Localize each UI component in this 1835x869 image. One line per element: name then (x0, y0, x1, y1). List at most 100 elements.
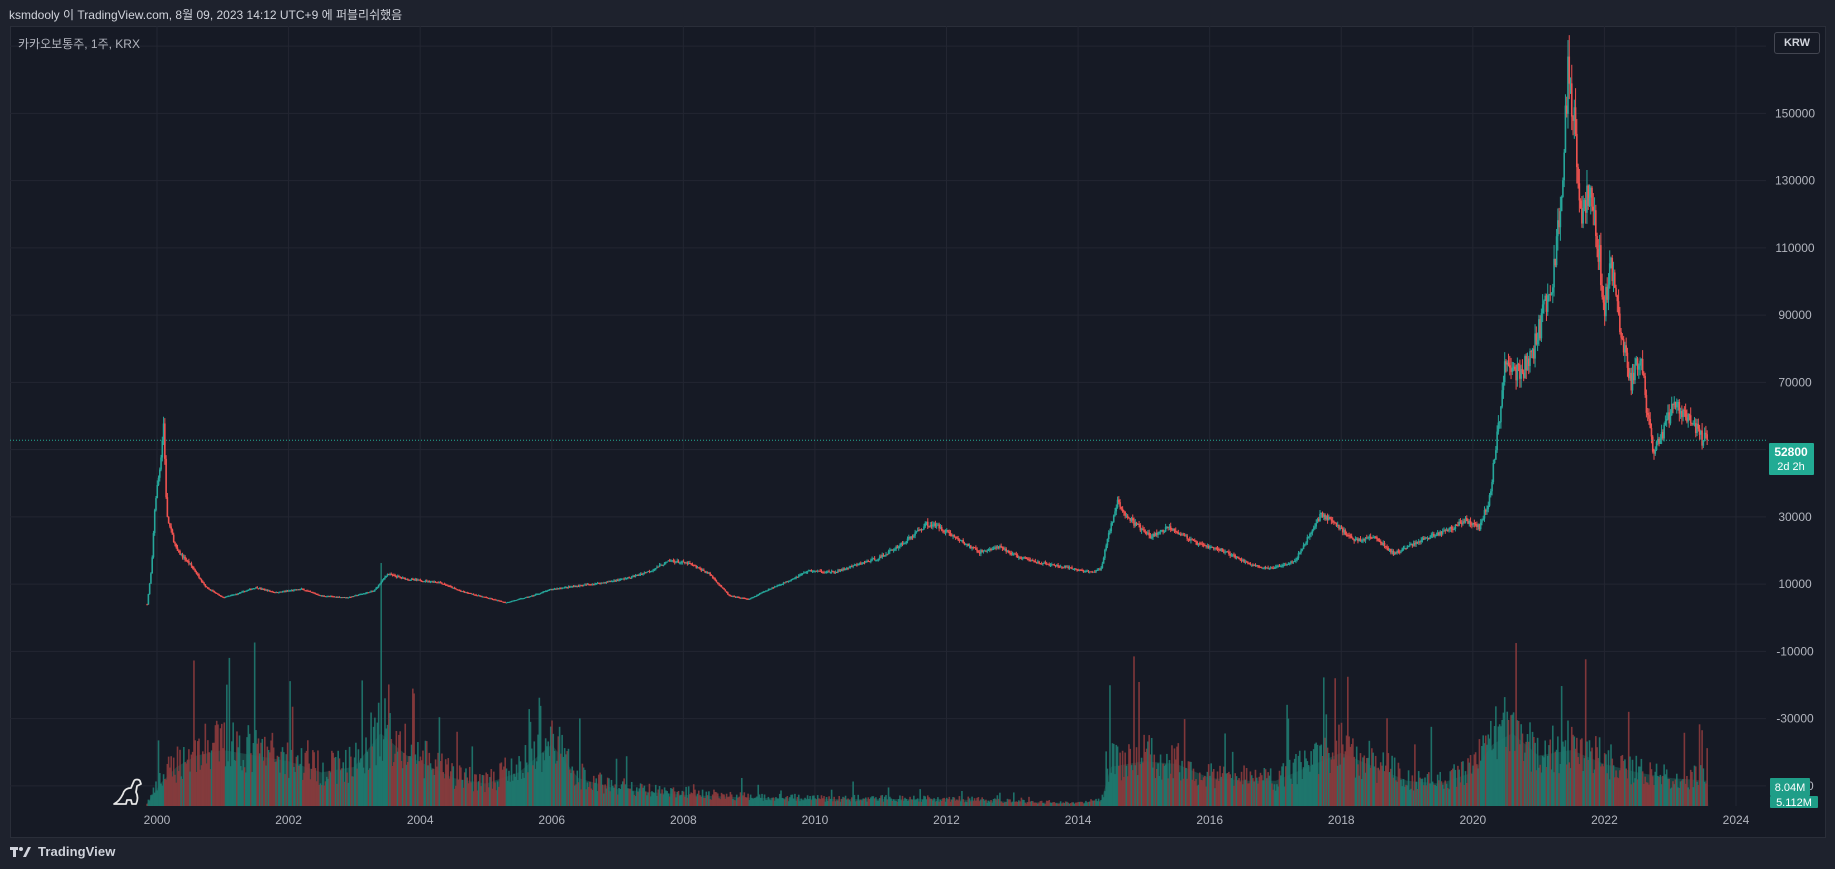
volume-bar (1554, 751, 1557, 806)
volume-bar (1013, 792, 1015, 806)
volume-bar (329, 772, 332, 806)
volume-bar (322, 762, 324, 806)
candle-body (1541, 304, 1544, 314)
currency-button[interactable]: KRW (1774, 32, 1820, 54)
volume-bar (609, 791, 612, 806)
tradingview-brand[interactable]: TradingView (10, 844, 115, 859)
price-axis[interactable]: 1700001500001300001100009000070000500003… (1775, 39, 1815, 793)
volume-bar (1207, 764, 1210, 806)
candle-body (189, 563, 191, 565)
volume-bar (1204, 775, 1206, 806)
volume-bar (1688, 789, 1691, 806)
candle-body (360, 594, 362, 596)
volume-bar (719, 799, 722, 806)
candle-body (872, 558, 875, 560)
candle-body (1514, 366, 1516, 370)
volume-bar (1248, 783, 1250, 806)
candle-body (838, 570, 841, 572)
volume-bar (1664, 774, 1667, 806)
candle-body (487, 598, 490, 600)
time-axis[interactable]: 2000 2002 2004 2006 2008 2010 2012 2014 2016 2018… (144, 813, 1750, 827)
volume-bar (1335, 740, 1338, 806)
candle-body (867, 560, 870, 562)
volume-bar (358, 762, 361, 806)
candle-body (233, 594, 236, 596)
candle-body (938, 524, 940, 529)
volume-bar (248, 733, 251, 806)
candle-body (358, 594, 361, 596)
candle-body (743, 597, 746, 599)
candle-body (1693, 423, 1696, 425)
volume-bar (1268, 775, 1271, 806)
chart-frame[interactable] (10, 26, 1826, 838)
volume-bar (1102, 797, 1105, 806)
volume-bar (1109, 685, 1111, 806)
candle-body (185, 559, 188, 561)
volume-bar (1139, 764, 1142, 806)
volume-bar (963, 802, 966, 806)
volume-bar (1029, 801, 1032, 806)
candle-body (181, 554, 184, 558)
candle-body (1638, 365, 1640, 370)
candle-body (1359, 538, 1362, 541)
volume-bar (1315, 742, 1317, 806)
volume-bar (1063, 803, 1066, 806)
volume-bar (849, 801, 852, 806)
volume-bar (198, 738, 200, 806)
volume-bar (1407, 770, 1410, 806)
candle-body (1698, 428, 1701, 435)
volume-bar (490, 769, 493, 806)
candle-body (678, 562, 681, 564)
volume-bar (1321, 755, 1324, 806)
volume-bar (1478, 739, 1481, 806)
candle-body (1544, 295, 1547, 301)
candle-body (671, 560, 673, 562)
candle-body (1131, 518, 1134, 521)
candle-body (437, 582, 439, 584)
candle-body (663, 562, 666, 565)
volume-bar (313, 752, 315, 806)
volume-bar (1249, 771, 1252, 806)
candle-body (485, 597, 488, 599)
volume-bar (627, 788, 629, 806)
volume-bar (938, 801, 940, 806)
candle-body (429, 581, 432, 583)
volume-bar (261, 738, 264, 806)
candle-body (1028, 559, 1030, 561)
candle-body (361, 593, 364, 595)
volume-bar (320, 785, 323, 806)
volume-bar (498, 786, 500, 806)
volume-bar (1519, 744, 1521, 806)
volume-bar (1042, 802, 1044, 806)
candle-body (1005, 548, 1008, 552)
volume-bar (396, 751, 399, 806)
candle-body (1377, 538, 1379, 541)
candle-body (165, 458, 167, 498)
candle-body (341, 597, 343, 599)
candle-body (1114, 511, 1116, 516)
candle-body (269, 590, 271, 592)
symbol-label[interactable]: 카카오보통주, 1주, KRX (18, 37, 140, 51)
candle-body (1191, 539, 1194, 541)
volume-bar (1217, 780, 1220, 806)
candle-body (1304, 544, 1306, 546)
volume-bar (1607, 750, 1610, 806)
candle-body (1143, 529, 1145, 532)
candle-body (1129, 518, 1132, 521)
candle-body (754, 595, 757, 597)
candle-body (608, 581, 610, 583)
volume-bar (923, 795, 925, 806)
volume-bar (1673, 784, 1676, 806)
candle-body (1481, 519, 1483, 523)
candle-body (1268, 567, 1271, 569)
candle-body (333, 596, 336, 598)
candle-body (1488, 495, 1491, 506)
volume-bar (495, 790, 498, 806)
volume-bar (716, 793, 719, 806)
volume-bar (1075, 802, 1077, 806)
candle-body (580, 585, 582, 587)
candle-body (697, 567, 700, 569)
candle-body (194, 569, 197, 572)
volume-bar (214, 725, 217, 806)
